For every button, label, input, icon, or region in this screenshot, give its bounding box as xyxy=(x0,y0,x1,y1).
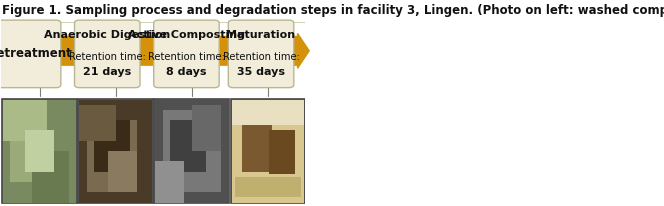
FancyBboxPatch shape xyxy=(0,20,61,88)
Bar xyxy=(25,130,54,172)
Bar xyxy=(232,99,304,203)
FancyBboxPatch shape xyxy=(228,20,293,88)
Bar xyxy=(11,120,46,182)
Text: Anaerobic Digestion: Anaerobic Digestion xyxy=(44,30,171,40)
Bar xyxy=(155,161,185,203)
Bar xyxy=(108,151,137,192)
Bar xyxy=(232,99,304,125)
Text: Pretreatment: Pretreatment xyxy=(0,47,73,60)
FancyArrow shape xyxy=(4,33,309,68)
Text: Retention time:: Retention time: xyxy=(69,52,145,62)
Bar xyxy=(170,120,207,172)
Bar xyxy=(192,105,221,151)
Bar xyxy=(78,99,153,203)
Bar xyxy=(242,125,272,172)
Bar xyxy=(235,177,301,198)
Text: Active Composting: Active Composting xyxy=(128,30,245,40)
Text: Maturation: Maturation xyxy=(226,30,295,40)
Bar xyxy=(155,99,229,203)
Bar xyxy=(270,130,295,174)
Bar xyxy=(33,151,68,203)
FancyBboxPatch shape xyxy=(153,20,219,88)
Bar xyxy=(155,99,228,203)
Bar xyxy=(3,99,46,141)
Bar xyxy=(86,120,137,192)
Bar xyxy=(79,105,116,141)
Bar xyxy=(163,110,221,192)
Text: Figure 1. Sampling process and degradation steps in facility 3, Lingen. (Photo o: Figure 1. Sampling process and degradati… xyxy=(2,4,664,17)
Text: Retention time:: Retention time: xyxy=(222,52,299,62)
FancyBboxPatch shape xyxy=(74,20,140,88)
Text: 8 days: 8 days xyxy=(166,67,207,77)
Text: Retention time:: Retention time: xyxy=(148,52,225,62)
Bar xyxy=(94,120,130,172)
Bar xyxy=(2,99,77,203)
Bar xyxy=(3,99,76,203)
Bar xyxy=(79,99,152,203)
Text: 21 days: 21 days xyxy=(83,67,131,77)
Bar xyxy=(230,99,305,203)
Text: 35 days: 35 days xyxy=(237,67,285,77)
